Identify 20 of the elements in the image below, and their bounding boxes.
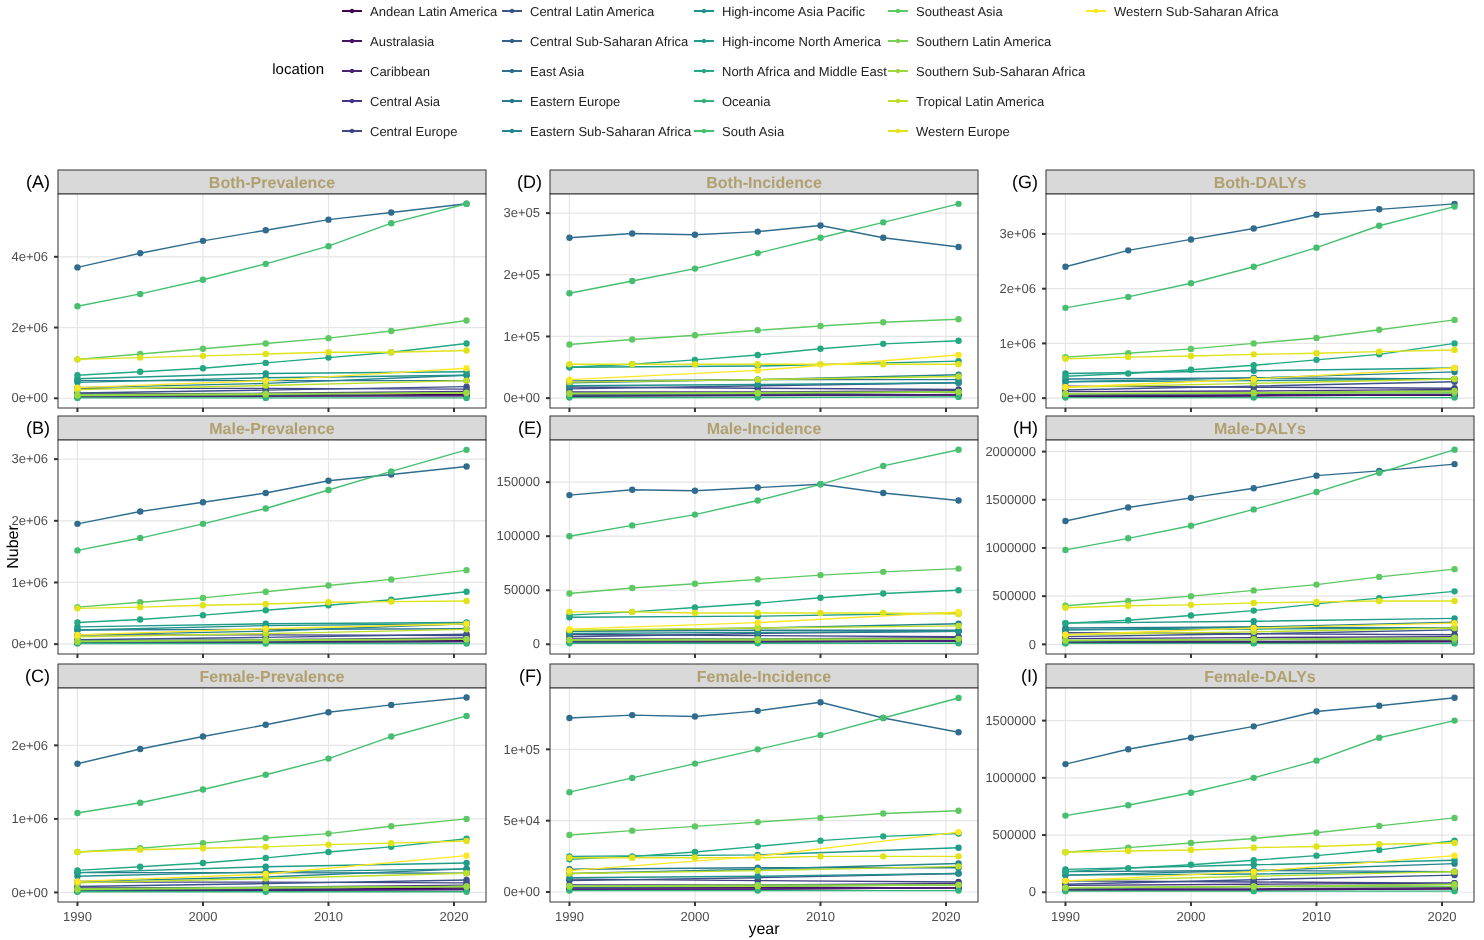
chart-title: Both-Prevalence: [208, 174, 337, 192]
text: (C): [25, 666, 50, 686]
text: (F): [519, 666, 542, 686]
text: (H): [1013, 418, 1038, 438]
chart-title: Male-DALYs: [1214, 420, 1308, 438]
chart-title: Female-Prevalence: [199, 668, 346, 686]
y-axis-title: Nuber: [4, 524, 22, 569]
text: (G): [1012, 172, 1038, 192]
text: (I): [1021, 666, 1038, 686]
chart-title: Both-Incidence: [706, 174, 823, 192]
chart-title: Female-DALYs: [1204, 668, 1317, 686]
text: (A): [26, 172, 50, 192]
text: (B): [26, 418, 50, 438]
chart-title: Female-Incidence: [696, 668, 833, 686]
chart-title: Male-Incidence: [706, 420, 823, 438]
chart-title: Male-Prevalence: [209, 420, 336, 438]
text: (E): [518, 418, 542, 438]
text: (D): [517, 172, 542, 192]
chart-title: Both-DALYs: [1213, 174, 1308, 192]
x-axis-title: year: [748, 920, 781, 938]
